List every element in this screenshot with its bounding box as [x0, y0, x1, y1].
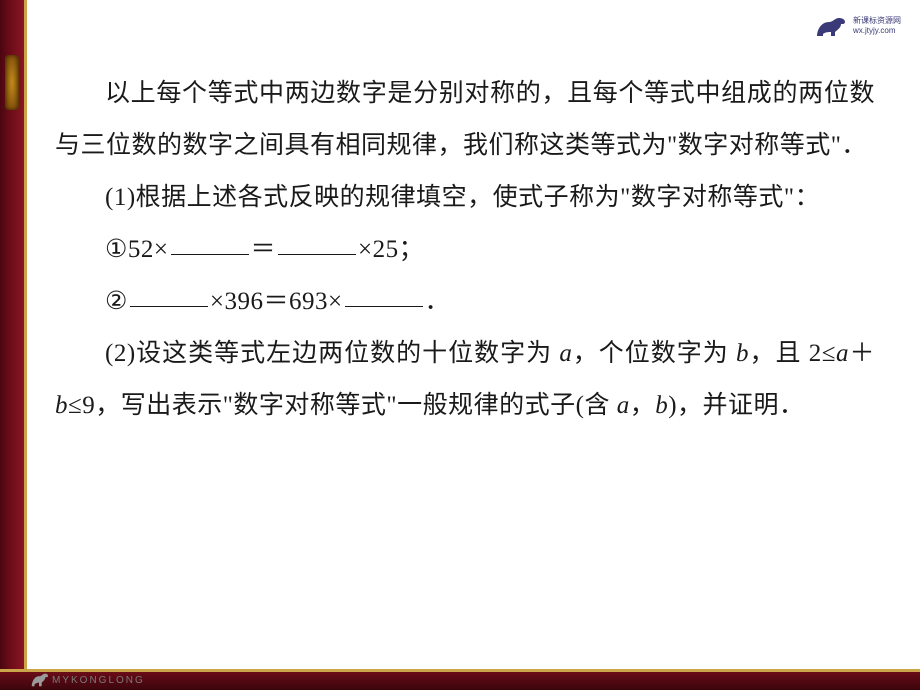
bottom-bar: MYKONGLONG: [0, 672, 920, 690]
q1i2-pre: ②: [105, 288, 128, 315]
q2-f: ，: [630, 392, 656, 419]
logo-text-line2: wx.jtyjy.com: [853, 26, 901, 36]
var-b-1: b: [736, 340, 749, 367]
question-1-item-1: ①52× ＝ ×25；: [55, 224, 875, 276]
intro-paragraph: 以上每个等式中两边数字是分别对称的，且每个等式中组成的两位数与三位数的数字之间具…: [55, 68, 875, 172]
blank-2: [278, 240, 356, 255]
q2-b: ，个位数字为: [572, 340, 736, 367]
var-b-2: b: [55, 392, 68, 419]
q1i1-mid: ＝: [251, 236, 277, 263]
var-a-3: a: [617, 392, 630, 419]
blank-1: [171, 240, 249, 255]
var-b-3: b: [655, 392, 668, 419]
question-1-lead: (1)根据上述各式反映的规律填空，使式子称为"数字对称等式"：: [55, 172, 875, 224]
var-a-1: a: [559, 340, 572, 367]
q2-g: )，并证明．: [668, 392, 804, 419]
left-accent-ornament: [5, 55, 19, 110]
q1i2-post: ．: [425, 288, 451, 315]
q2-e: ≤9，写出表示"数字对称等式"一般规律的式子(含: [68, 392, 617, 419]
q1i1-post: ×25；: [358, 236, 424, 263]
logo-text: 新课标资源网 wx.jtyjy.com: [853, 16, 901, 36]
question-1-item-2: ② ×396＝693× ．: [55, 276, 875, 328]
dinosaur-icon: [813, 12, 849, 40]
q2-a: (2)设这类等式左边两位数的十位数字为: [105, 340, 559, 367]
top-right-logo: 新课标资源网 wx.jtyjy.com: [813, 6, 908, 46]
slide: 新课标资源网 wx.jtyjy.com 以上每个等式中两边数字是分别对称的，且每…: [0, 0, 920, 690]
logo-text-line1: 新课标资源网: [853, 16, 901, 26]
var-a-2: a: [836, 340, 849, 367]
bottom-logo: MYKONGLONG: [30, 668, 145, 688]
content-area: 以上每个等式中两边数字是分别对称的，且每个等式中组成的两位数与三位数的数字之间具…: [55, 68, 875, 432]
blank-4: [345, 292, 423, 307]
blank-3: [130, 292, 208, 307]
dinosaur-icon-small: [30, 670, 48, 688]
footer-brand-text: MYKONGLONG: [52, 675, 145, 688]
q1i2-mid: ×396＝693×: [210, 288, 343, 315]
q1i1-pre: ①52×: [105, 236, 169, 263]
q2-d: ＋: [849, 340, 875, 367]
q2-c: ，且 2≤: [749, 340, 836, 367]
question-2: (2)设这类等式左边两位数的十位数字为 a，个位数字为 b，且 2≤a＋b≤9，…: [55, 328, 875, 432]
left-decorative-band: [0, 0, 24, 690]
